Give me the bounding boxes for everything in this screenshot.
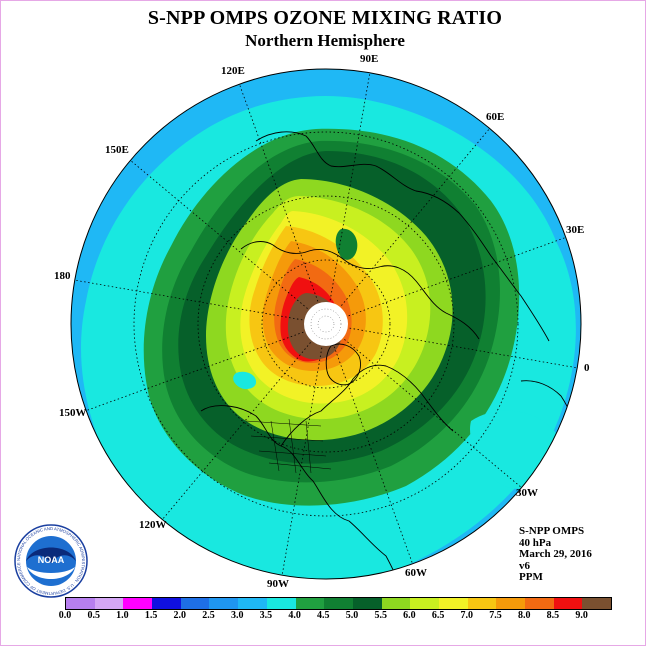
colorbar-swatch bbox=[152, 598, 181, 609]
colorbar-tick-label: 1.5 bbox=[144, 610, 158, 621]
colorbar-tick-label: 3.0 bbox=[230, 610, 244, 621]
lon-label-120w: 120W bbox=[139, 519, 167, 531]
colorbar-tick-label: 6.0 bbox=[403, 610, 416, 621]
lon-label-60e: 60E bbox=[486, 111, 504, 123]
noaa-logo: NATIONAL OCEANIC AND ATMOSPHERIC ADMINIS… bbox=[14, 524, 88, 598]
lon-label-30w: 30W bbox=[516, 487, 538, 499]
graticule bbox=[73, 71, 579, 577]
colorbar-tick-label: 5.0 bbox=[345, 610, 359, 621]
lon-label-0: 0 bbox=[584, 362, 590, 374]
colorbar-tick-label: 4.5 bbox=[317, 610, 330, 621]
meridian-180 bbox=[73, 279, 327, 325]
meridian-120w bbox=[161, 323, 327, 521]
info-pressure: 40 hPa bbox=[519, 536, 552, 549]
colorbar-tick-label: 3.5 bbox=[259, 610, 273, 621]
page-subtitle: Northern Hemisphere bbox=[245, 31, 405, 50]
meridian-60w bbox=[325, 323, 414, 566]
meridian-60e bbox=[325, 127, 491, 325]
colorbar-swatch bbox=[238, 598, 267, 609]
colorbar-tick-label: 8.5 bbox=[546, 610, 560, 621]
info-units: PPM bbox=[519, 571, 543, 584]
meridian-30w bbox=[325, 323, 523, 489]
lon-label-120e: 120E bbox=[221, 65, 245, 77]
coast-eurasia bbox=[240, 131, 550, 342]
info-version: v6 bbox=[519, 559, 530, 572]
colorbar-swatch bbox=[438, 598, 468, 609]
map-boundary bbox=[70, 68, 582, 580]
colorbar-swatch bbox=[266, 598, 296, 609]
colorbar-swatch bbox=[295, 598, 325, 609]
colorbar bbox=[65, 597, 613, 610]
lon-label-150w: 150W bbox=[59, 407, 87, 419]
polar-no-data bbox=[304, 302, 348, 346]
longitude-labels: 90E 60E 30E 0 30W 60W 90W 120W 150W 180 … bbox=[54, 53, 590, 590]
colorbar-swatch bbox=[180, 598, 210, 609]
meridian-0 bbox=[325, 323, 579, 369]
polar-cap-grid bbox=[310, 308, 342, 340]
coast-us-states bbox=[245, 418, 332, 474]
colorbar-swatch bbox=[324, 598, 353, 609]
parallel-30n bbox=[197, 195, 455, 453]
lon-label-30e: 30E bbox=[566, 224, 584, 236]
lon-label-60w: 60W bbox=[405, 567, 427, 579]
colorbar-ticks: 0.0 0.5 1.0 1.5 2.0 2.5 3.0 3.5 4.0 4.5 5.0 5.5 6.0 6… bbox=[59, 610, 588, 624]
parallel-0 bbox=[133, 131, 519, 517]
colorbar-swatch bbox=[496, 598, 525, 609]
colorbar-swatch bbox=[410, 598, 439, 609]
lon-label-180: 180 bbox=[54, 270, 71, 282]
colorbar-tick-label: 9.0 bbox=[575, 610, 588, 621]
info-date: March 29, 2016 bbox=[519, 548, 592, 561]
colorbar-tick-label: 5.5 bbox=[374, 610, 387, 621]
colorbar-swatch bbox=[582, 598, 612, 609]
info-instrument: S-NPP OMPS bbox=[519, 525, 585, 537]
colorbar-tick-label: 2.5 bbox=[202, 610, 215, 621]
ozone-low-pocket bbox=[233, 371, 257, 390]
colorbar-swatch bbox=[209, 598, 239, 609]
colorbar-tick-label: 2.0 bbox=[173, 610, 187, 621]
colorbar-swatch bbox=[553, 598, 583, 609]
colorbar-tick-label: 0.5 bbox=[87, 610, 100, 621]
logo-bird bbox=[26, 547, 76, 563]
colorbar-swatch bbox=[467, 598, 497, 609]
colorbar-tick-label: 8.0 bbox=[517, 610, 531, 621]
meridian-90w bbox=[281, 323, 327, 577]
coast-americas bbox=[200, 364, 454, 579]
colorbar-swatch bbox=[525, 598, 554, 609]
logo-text: NOAA bbox=[38, 555, 65, 565]
colorbar-tick-label: 4.0 bbox=[288, 610, 301, 621]
meridian-90e bbox=[325, 71, 371, 325]
meridian-150w bbox=[84, 323, 327, 412]
lon-label-90e: 90E bbox=[360, 53, 378, 65]
colorbar-swatch bbox=[381, 598, 411, 609]
lon-label-150e: 150E bbox=[105, 144, 129, 156]
lon-label-90w: 90W bbox=[267, 578, 289, 590]
info-block: S-NPP OMPS 40 hPa March 29, 2016 v6 PPM bbox=[519, 525, 592, 584]
colorbar-tick-label: 7.5 bbox=[489, 610, 502, 621]
colorbar-swatch bbox=[352, 598, 382, 609]
colorbar-swatch bbox=[123, 598, 153, 609]
colorbar-tick-label: 6.5 bbox=[431, 610, 445, 621]
meridian-150e bbox=[129, 159, 327, 325]
colorbar-swatch bbox=[66, 598, 95, 609]
colorbar-tick-label: 7.0 bbox=[460, 610, 474, 621]
page-title: S-NPP OMPS OZONE MIXING RATIO bbox=[147, 7, 503, 29]
colorbar-tick-label: 1.0 bbox=[116, 610, 129, 621]
colorbar-tick-label: 0.0 bbox=[58, 610, 72, 621]
parallel-60n bbox=[261, 259, 391, 389]
colorbar-swatch bbox=[94, 598, 124, 609]
meridian-30e bbox=[325, 236, 568, 325]
meridian-120e bbox=[238, 82, 327, 325]
logo-wave bbox=[27, 567, 75, 579]
